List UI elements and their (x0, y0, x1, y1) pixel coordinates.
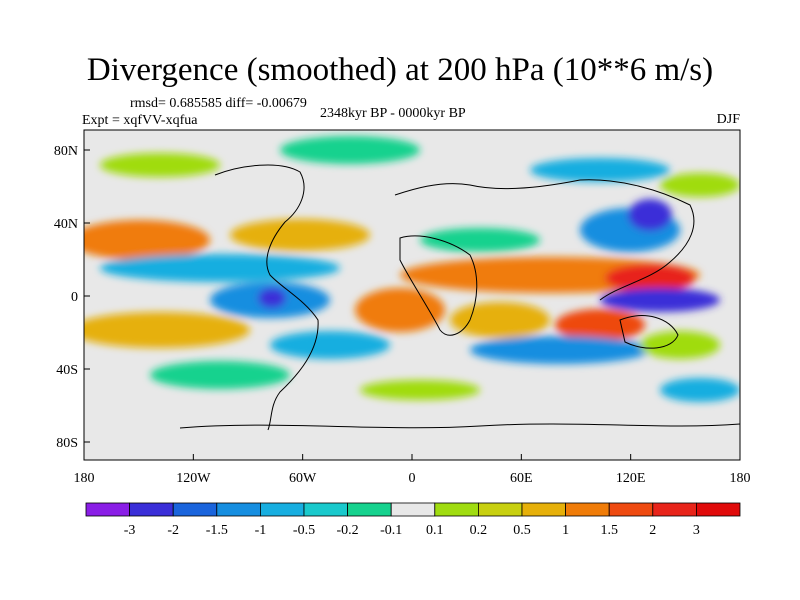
colorbar-label: -2 (167, 523, 179, 538)
colorbar-swatch (85, 502, 130, 517)
colorbar-swatch (129, 502, 174, 517)
field-blob (84, 220, 210, 260)
colorbar-swatch (521, 502, 566, 517)
colorbar-swatch (652, 502, 697, 517)
coastlines (179, 164, 740, 431)
colorbar-label: -1 (255, 523, 267, 538)
colorbar-label: 1.5 (600, 523, 618, 538)
eurasia-coastline (394, 179, 695, 301)
field-blob (230, 219, 370, 251)
field-blob (600, 288, 720, 312)
colorbar-label: 0.5 (513, 523, 531, 538)
lat-tick-label: 80N (54, 144, 78, 159)
period-label: 2348kyr BP - 0000kyr BP (320, 106, 466, 121)
field-blob (270, 331, 390, 359)
lon-tick-label: 180 (74, 471, 95, 486)
colorbar-swatch (390, 502, 436, 517)
field-blob (420, 228, 540, 252)
lat-tick-label: 0 (71, 290, 78, 305)
colorbar-swatch (172, 502, 218, 517)
field-blob (470, 336, 650, 364)
colorbar-swatch (434, 502, 479, 517)
colorbar-label: -0.5 (293, 523, 315, 538)
antarctica-coastline (179, 423, 740, 429)
australia-coastline (619, 315, 679, 349)
americas-coastline (214, 164, 319, 431)
colorbar-label: -3 (124, 523, 136, 538)
field-blob (660, 173, 740, 197)
field-blob (355, 288, 445, 332)
africa-coastline (399, 235, 478, 336)
lon-tick-label: 60W (289, 471, 317, 486)
longitude-axis: 180 120W 60W 0 60E 120E 180 (74, 454, 751, 486)
field-blob (280, 136, 420, 164)
field-blob (660, 378, 740, 402)
colorbar-label: 2 (649, 523, 656, 538)
field-blob (640, 331, 720, 359)
colorbar-label: -0.1 (380, 523, 402, 538)
field-blob (530, 158, 670, 182)
colorbar-swatch (303, 502, 348, 517)
field-blob (150, 361, 290, 389)
colorbar-swatch (216, 502, 261, 517)
colorbar-swatch (259, 502, 305, 517)
season-label: DJF (716, 112, 740, 127)
colorbar-swatch (696, 502, 741, 517)
colorbar-label: -1.5 (206, 523, 228, 538)
colorbar-swatch (477, 502, 523, 517)
lon-tick-label: 60E (510, 471, 533, 486)
colorbar-label: 0.1 (426, 523, 444, 538)
field-blob (84, 312, 250, 348)
divergence-field (84, 130, 740, 460)
field-blob (605, 264, 695, 292)
lon-tick-label: 180 (730, 471, 751, 486)
experiment-label: Expt = xqfVV-xqfua (82, 113, 198, 128)
colorbar-label: -0.2 (337, 523, 359, 538)
lat-tick-label: 40S (56, 363, 78, 378)
field-blob (258, 288, 286, 308)
colorbar-label: 1 (562, 523, 569, 538)
lon-tick-label: 0 (409, 471, 416, 486)
rmsd-stats: rmsd= 0.685585 diff= -0.00679 (130, 96, 307, 111)
colorbar: -3 -2 -1.5 -1 -0.5 -0.2 -0.1 0.1 0.2 0.5 1 1.5 2 3 (85, 502, 741, 538)
field-blob (100, 153, 220, 177)
field-blob (628, 199, 672, 231)
lat-tick-label: 80S (56, 436, 78, 451)
colorbar-label: 0.2 (470, 523, 488, 538)
latitude-axis: 80N 40N 0 40S 80S (54, 144, 90, 451)
lon-tick-label: 120E (616, 471, 646, 486)
colorbar-label: 3 (693, 523, 700, 538)
lat-tick-label: 40N (54, 217, 78, 232)
colorbar-swatch (565, 502, 610, 517)
plot-title: Divergence (smoothed) at 200 hPa (10**6 … (86, 52, 714, 88)
field-blob (360, 380, 480, 400)
field-blob (450, 302, 550, 338)
lon-tick-label: 120W (176, 471, 211, 486)
colorbar-swatch (347, 502, 392, 517)
colorbar-swatch (608, 502, 654, 517)
field-blob (100, 254, 340, 282)
